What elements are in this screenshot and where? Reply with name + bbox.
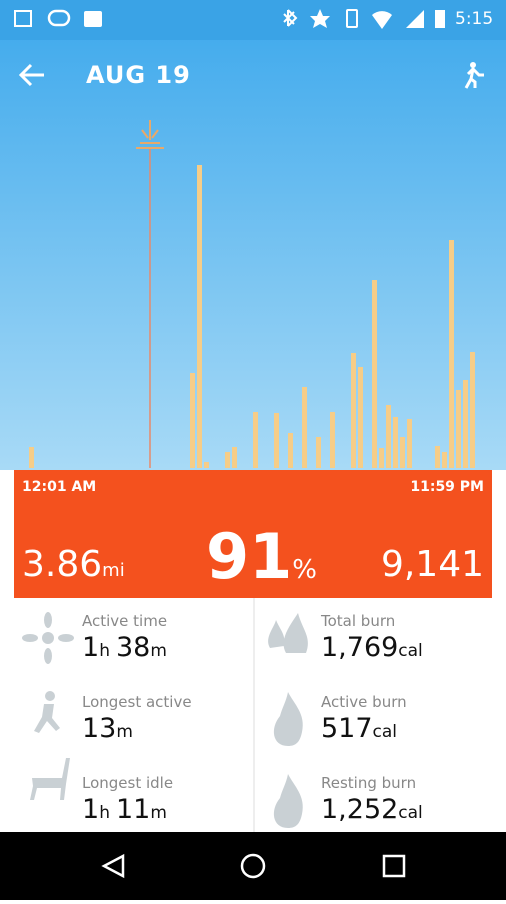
nav-icons [101, 853, 406, 879]
bar [393, 417, 398, 468]
stat-unit: m [116, 722, 133, 742]
bar [190, 373, 195, 468]
divider [253, 598, 255, 832]
distance: 3.86mi [22, 544, 125, 585]
bar [379, 448, 384, 468]
stat-unit: cal [398, 641, 423, 661]
end-time: 11:59 PM [410, 479, 484, 495]
bar [316, 437, 321, 468]
stat-number: 1 [82, 632, 100, 663]
summary-panel: 12:01 AM 11:59 PM 3.86mi 91% 9,141 [14, 470, 492, 598]
stat-label: Active time [82, 612, 168, 630]
status-bar: 5:15 [0, 0, 506, 40]
bar [372, 280, 377, 468]
stat-number: 1,769 [321, 632, 399, 663]
bar [351, 353, 356, 468]
bar [358, 367, 363, 468]
activity-button[interactable] [458, 60, 488, 90]
stat-number: 38 [115, 632, 151, 663]
goal: 91% [206, 520, 317, 593]
bar [197, 165, 202, 468]
steps: 9,141 [380, 544, 484, 585]
stat-unit: cal [372, 722, 398, 742]
nav-bar [0, 832, 506, 900]
bar [204, 462, 209, 468]
date-title: AUG 19 [86, 61, 191, 89]
back-button[interactable] [18, 62, 46, 88]
stat-label: Longest active [82, 693, 192, 711]
bar [288, 433, 293, 468]
bar [302, 387, 307, 468]
nav-back[interactable] [101, 853, 125, 879]
stat-label: Total burn [321, 612, 396, 630]
stat-label: Longest idle [82, 774, 174, 792]
stat-label: Active burn [321, 693, 407, 711]
bar [386, 405, 391, 468]
stat-number: 11 [115, 794, 151, 825]
stat-number: 1 [82, 794, 100, 825]
wake-icon [136, 120, 164, 149]
chart-background [0, 0, 506, 470]
stat-number: 13 [82, 713, 117, 744]
start-time: 12:01 AM [22, 479, 97, 495]
bar [29, 447, 34, 468]
stat-value: 13m [82, 713, 139, 744]
bar [407, 419, 412, 468]
status-icons [14, 9, 445, 29]
bar [225, 452, 230, 468]
bar [330, 412, 335, 468]
bar [400, 437, 405, 468]
bar [435, 446, 440, 468]
bar [470, 352, 475, 468]
distance-value: 3.86 [22, 544, 103, 585]
bar [449, 240, 454, 468]
stat-unit: m [150, 803, 167, 823]
stat-value: 1h 38m [82, 632, 173, 663]
stat-value: 1h 11m [82, 794, 173, 825]
stat-number: 517 [321, 713, 373, 744]
stat-label: Resting burn [321, 774, 417, 792]
bar [442, 452, 447, 468]
stat-number: 1,252 [321, 794, 399, 825]
nav-home[interactable] [240, 853, 266, 879]
distance-unit: mi [102, 560, 125, 581]
clock: 5:15 [455, 9, 494, 29]
stat-value: 517cal [321, 713, 403, 744]
stat-unit: cal [398, 803, 423, 823]
bar [253, 412, 258, 468]
stat-unit: h [99, 641, 110, 661]
bar [456, 390, 461, 468]
bar [232, 447, 237, 468]
stat-value: 1,769cal [321, 632, 429, 663]
bar [463, 380, 468, 468]
stat-value: 1,252cal [321, 794, 429, 825]
bar [274, 413, 279, 468]
goal-value: 91 [206, 520, 293, 593]
stat-icons [22, 612, 308, 828]
activity-chart [29, 120, 475, 468]
stat-unit: h [99, 803, 110, 823]
goal-unit: % [292, 555, 317, 585]
nav-recent[interactable] [382, 854, 406, 878]
stat-unit: m [150, 641, 167, 661]
